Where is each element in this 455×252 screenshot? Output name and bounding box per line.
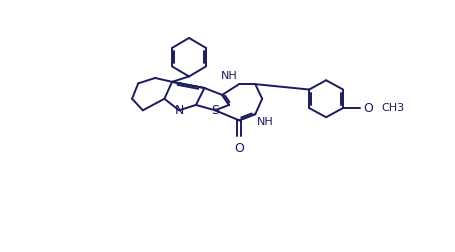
Text: CH3: CH3: [381, 103, 404, 113]
Text: S: S: [211, 104, 219, 117]
Text: O: O: [233, 142, 243, 155]
Text: NH: NH: [220, 71, 237, 81]
Text: NH: NH: [256, 117, 273, 127]
Text: O: O: [362, 102, 372, 114]
Text: N: N: [174, 104, 183, 117]
